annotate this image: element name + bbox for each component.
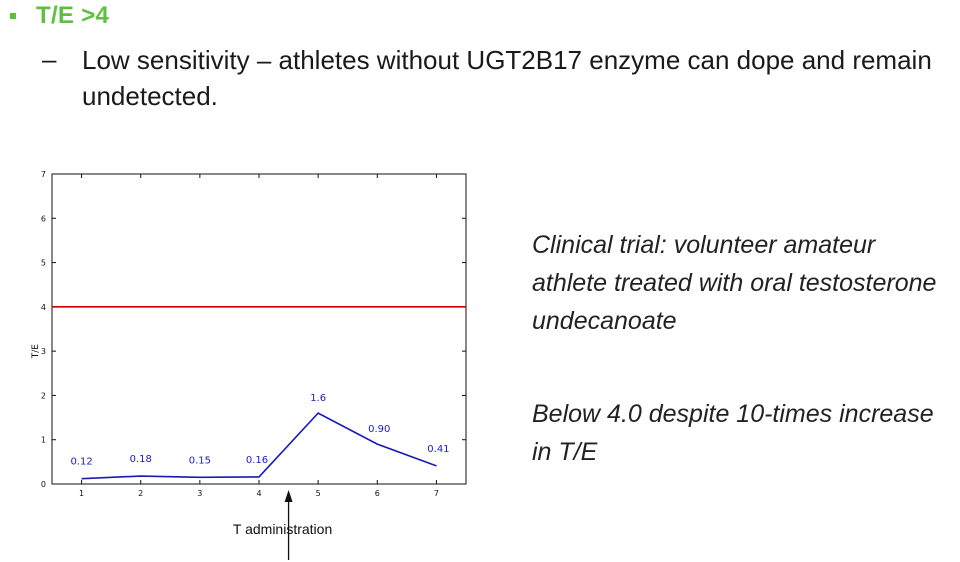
bullet-row: T/E >4 <box>10 2 109 30</box>
y-tick-label: 7 <box>41 170 46 179</box>
x-tick-label: 7 <box>434 489 439 498</box>
y-tick-label: 0 <box>41 480 46 489</box>
dash-icon: – <box>42 44 57 74</box>
plot-frame <box>51 173 467 485</box>
caption-below-threshold: Below 4.0 despite 10-times increase in T… <box>532 400 934 466</box>
data-label: 0.16 <box>246 455 268 466</box>
x-tick-label: 2 <box>138 489 143 498</box>
sub-bullet-text: Low sensitivity – athletes without UGT2B… <box>82 45 932 111</box>
x-ticks: 1 2 3 4 5 6 7 <box>79 174 439 498</box>
te-series-line <box>81 412 437 480</box>
data-label: 0.15 <box>189 455 211 466</box>
x-tick-label: 4 <box>256 489 261 498</box>
y-tick-label: 2 <box>41 391 46 400</box>
y-tick-label: 3 <box>41 347 46 356</box>
x-tick-label: 5 <box>316 489 321 498</box>
y-axis-label: T/E <box>31 344 41 360</box>
data-label: 0.18 <box>130 454 152 465</box>
bullet-heading: T/E >4 <box>36 2 110 29</box>
x-tick-label: 3 <box>197 489 202 498</box>
y-tick-label: 6 <box>41 214 46 223</box>
data-label: 1.6 <box>310 393 326 404</box>
data-label: 0.12 <box>70 457 92 468</box>
te-chart: 1 2 3 4 5 6 7 0 1 2 3 4 5 6 7 T/E 0.12 0.18 0.15 0.16 1.6… <box>31 170 467 560</box>
data-label: 0.90 <box>368 424 390 435</box>
caption-clinical-trial: Clinical trial: volunteer amateur athlet… <box>532 231 937 335</box>
y-ticks: 0 1 2 3 4 5 6 7 <box>41 170 466 489</box>
x-tick-label: 1 <box>79 489 84 498</box>
data-labels: 0.12 0.18 0.15 0.16 1.6 0.90 0.41 <box>70 393 449 468</box>
annotation-label: T administration <box>233 521 332 537</box>
annotation-arrowhead-icon <box>284 490 293 502</box>
sub-bullet-row: – Low sensitivity – athletes without UGT… <box>42 44 960 114</box>
bullet-square-icon <box>10 13 16 19</box>
y-tick-label: 5 <box>41 259 46 268</box>
data-label: 0.41 <box>427 444 449 455</box>
y-tick-label: 4 <box>41 303 46 312</box>
x-tick-label: 6 <box>375 489 380 498</box>
y-tick-label: 1 <box>41 436 46 445</box>
